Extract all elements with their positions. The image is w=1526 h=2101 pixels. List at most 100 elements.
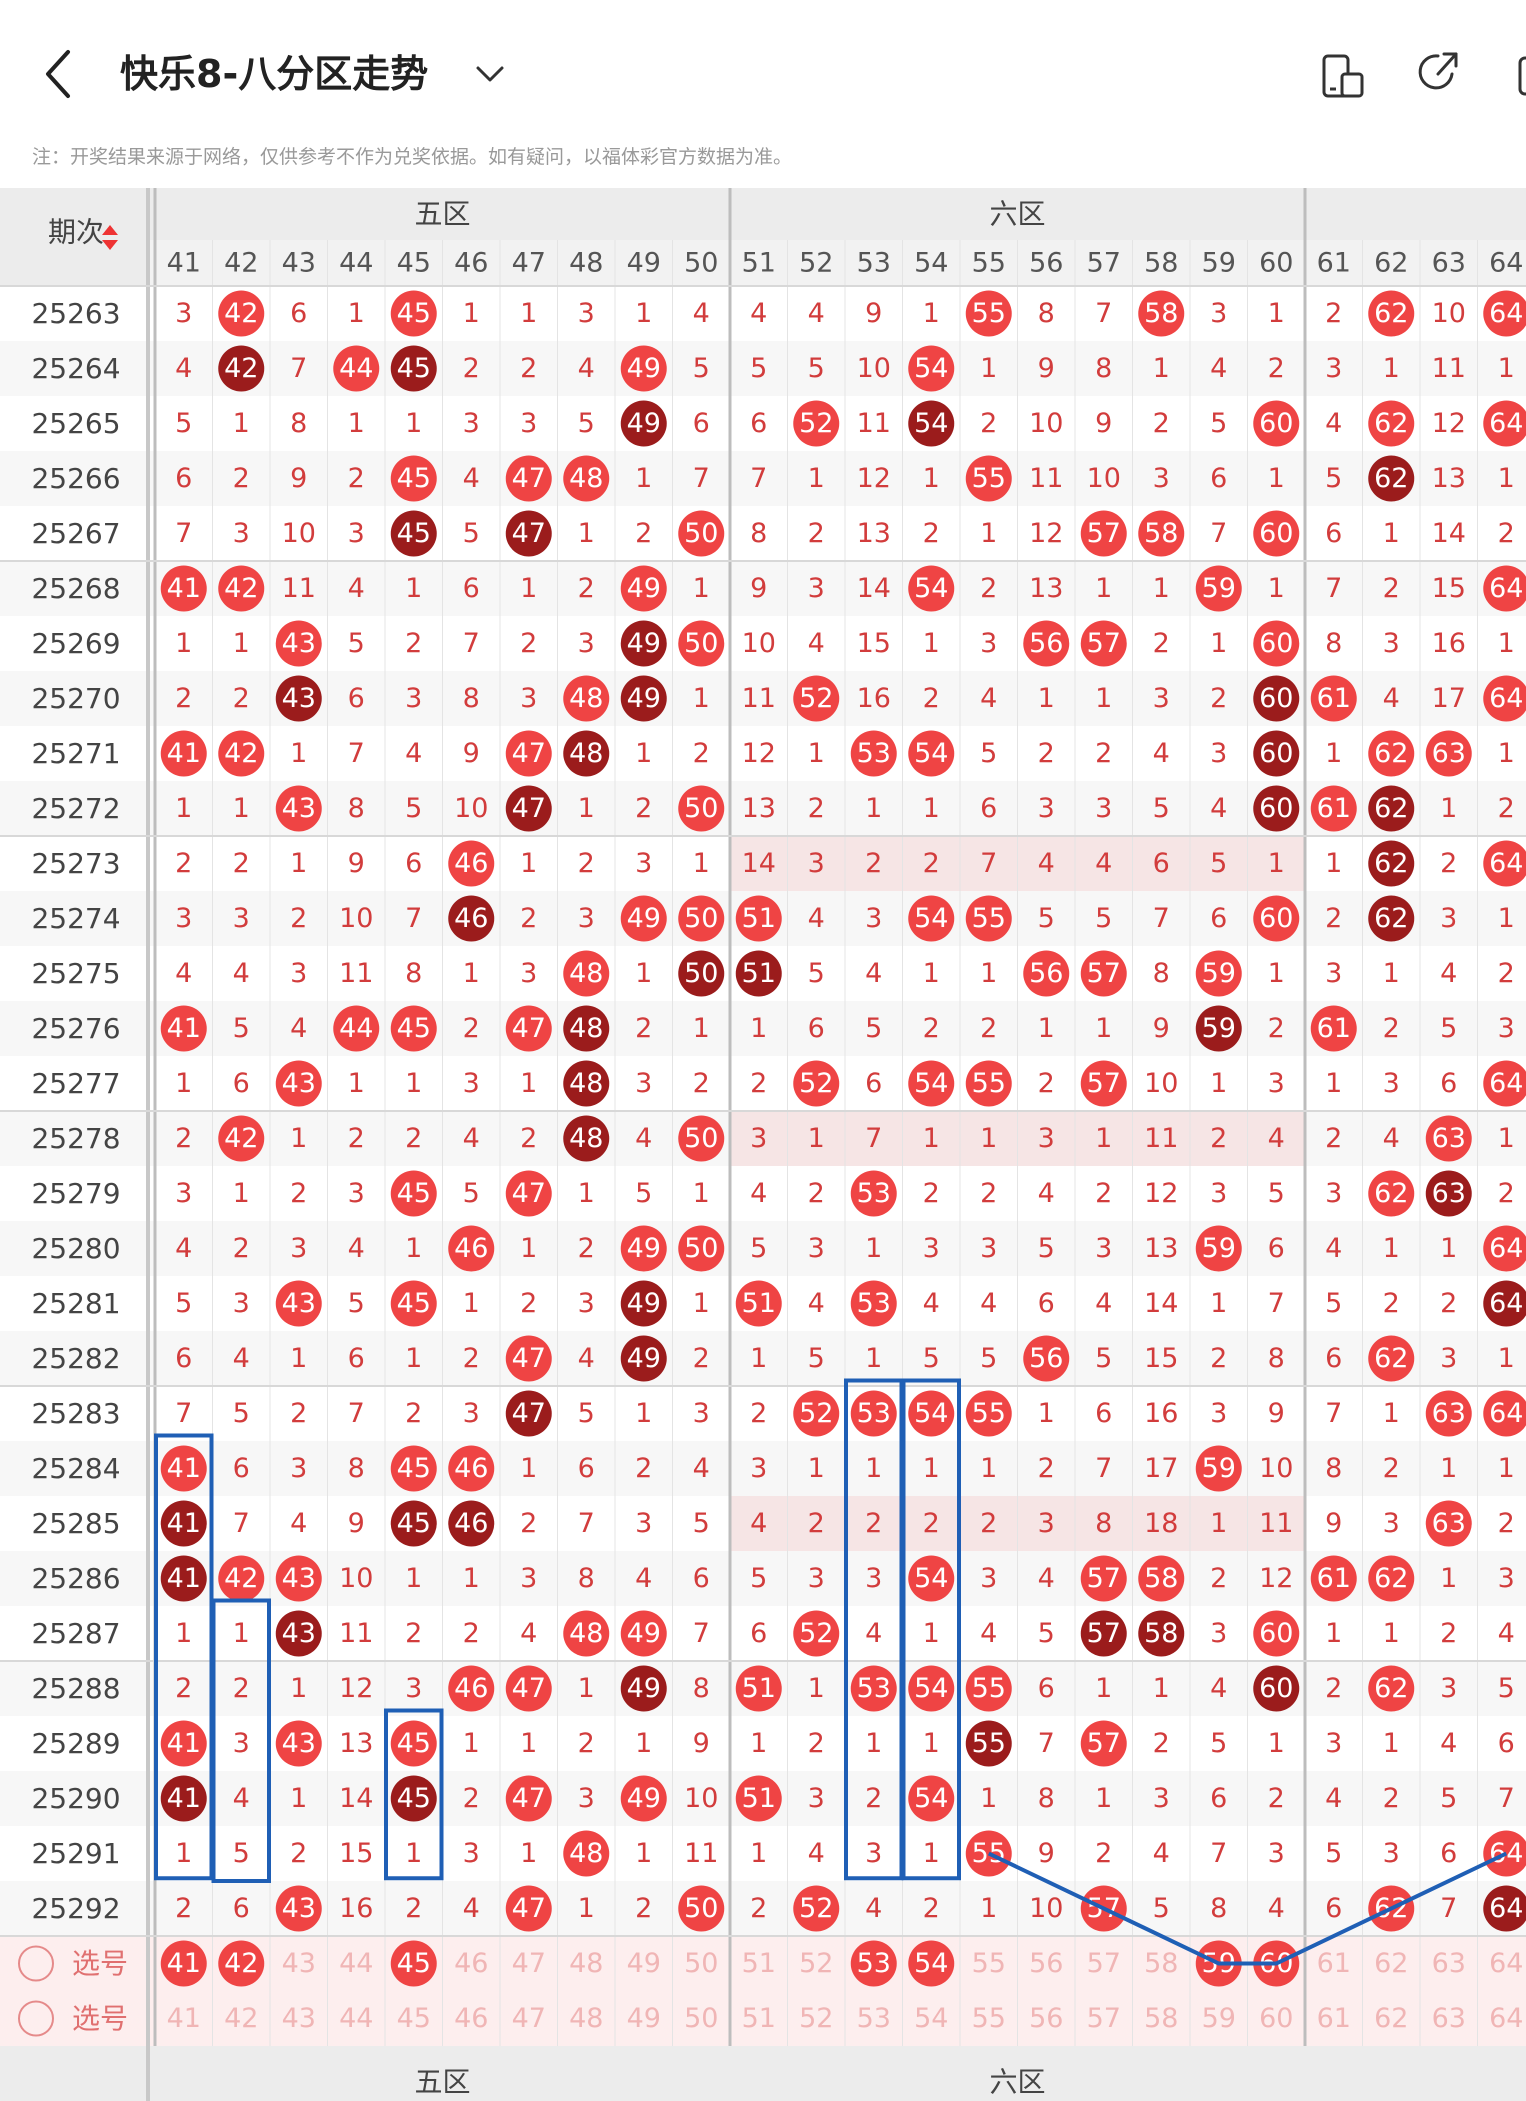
miss-count: 3 <box>808 848 825 879</box>
chevron-down-icon[interactable] <box>472 56 508 92</box>
miss-count: 10 <box>1432 298 1466 329</box>
miss-count: 12 <box>1432 408 1466 439</box>
miss-count: 7 <box>578 1508 595 1539</box>
miss-count: 3 <box>1153 1783 1170 1814</box>
hit-ball <box>218 730 265 777</box>
miss-count: 3 <box>233 903 250 934</box>
repeat-ball <box>620 675 667 722</box>
miss-count: 4 <box>865 1893 882 1924</box>
ball-number: 55 <box>972 298 1006 329</box>
hit-ball <box>1195 950 1242 997</box>
trend-line <box>987 1851 1508 1966</box>
miss-count: 4 <box>1440 958 1457 989</box>
hit-ball <box>505 730 552 777</box>
miss-count: 12 <box>339 1673 373 1704</box>
hit-ball <box>793 1610 840 1657</box>
sort-up-icon[interactable] <box>102 225 118 235</box>
miss-count: 2 <box>923 518 940 549</box>
miss-count: 2 <box>578 1233 595 1264</box>
hit-ball <box>908 345 955 392</box>
miss-count: 3 <box>808 1783 825 1814</box>
miss-count: 2 <box>1095 1178 1112 1209</box>
selected-ball[interactable] <box>390 1940 437 1987</box>
select-radio[interactable] <box>18 2000 54 2037</box>
miss-count: 3 <box>1325 958 1342 989</box>
miss-count: 7 <box>980 848 997 879</box>
hit-ball <box>275 1555 322 1602</box>
selected-ball[interactable] <box>218 1940 265 1987</box>
hit-ball <box>908 1665 955 1712</box>
miss-count: 1 <box>1095 1123 1112 1154</box>
column-header-60: 60 <box>1259 248 1293 279</box>
ball-number: 50 <box>684 1893 718 1924</box>
miss-count: 2 <box>405 1618 422 1649</box>
hit-ball <box>1253 1610 1300 1657</box>
miss-count: 2 <box>233 1673 250 1704</box>
back-arrow-icon[interactable] <box>40 44 80 104</box>
miss-count: 2 <box>520 628 537 659</box>
miss-count: 1 <box>635 298 652 329</box>
repeat-ball <box>505 510 552 557</box>
hit-ball <box>850 1665 897 1712</box>
hit-ball <box>908 730 955 777</box>
miss-count: 3 <box>923 1233 940 1264</box>
miss-count: 1 <box>808 1453 825 1484</box>
miss-count: 1 <box>923 1123 940 1154</box>
ball-number: 51 <box>742 1288 776 1319</box>
ball-number: 44 <box>339 1013 373 1044</box>
miss-count: 3 <box>1210 1398 1227 1429</box>
miss-count: 4 <box>750 1178 767 1209</box>
ball-number: 43 <box>282 628 316 659</box>
miss-count: 5 <box>808 1343 825 1374</box>
miss-count: 1 <box>865 793 882 824</box>
ball-number: 42 <box>224 353 258 384</box>
miss-count: 4 <box>1268 1123 1285 1154</box>
miss-count: 2 <box>1268 353 1285 384</box>
select-radio[interactable] <box>18 1945 54 1982</box>
disclaimer-note: 注：开奖结果来源于网络，仅供参考不作为兑奖依据。如有疑问，以福体彩官方数据为准。 <box>32 146 793 168</box>
ball-number: 62 <box>1374 463 1408 494</box>
more-icon[interactable] <box>1508 52 1526 100</box>
hit-ball <box>160 1445 207 1492</box>
sort-down-icon[interactable] <box>102 240 118 250</box>
miss-count: 8 <box>1038 298 1055 329</box>
miss-count: 2 <box>1325 903 1342 934</box>
select-number: 50 <box>684 1948 718 1979</box>
miss-count: 1 <box>750 1838 767 1869</box>
column-header-52: 52 <box>799 248 833 279</box>
miss-count: 1 <box>290 738 307 769</box>
miss-count: 5 <box>1210 1728 1227 1759</box>
miss-count: 2 <box>578 573 595 604</box>
miss-count: 2 <box>1153 1728 1170 1759</box>
hit-ball <box>678 1115 725 1162</box>
miss-count: 8 <box>693 1673 710 1704</box>
selected-ball[interactable] <box>908 1940 955 1987</box>
miss-count: 3 <box>175 298 192 329</box>
miss-count: 10 <box>339 903 373 934</box>
miss-count: 4 <box>808 903 825 934</box>
row-stripe <box>0 1441 1526 1496</box>
select-number: 64 <box>1489 1948 1523 1979</box>
selected-ball[interactable] <box>160 1940 207 1987</box>
miss-count: 1 <box>290 1343 307 1374</box>
miss-count: 5 <box>1210 408 1227 439</box>
miss-count: 11 <box>282 573 316 604</box>
selected-ball[interactable] <box>850 1940 897 1987</box>
hit-ball <box>850 1280 897 1327</box>
hit-ball <box>850 1170 897 1217</box>
miss-count: 7 <box>1268 1288 1285 1319</box>
select-number: 59 <box>1202 2003 1236 2034</box>
miss-count: 6 <box>1153 848 1170 879</box>
miss-count: 1 <box>923 1838 940 1869</box>
miss-count: 7 <box>348 1398 365 1429</box>
miss-count: 5 <box>1325 1838 1342 1869</box>
miss-count: 12 <box>1144 1178 1178 1209</box>
rotate-screen-icon[interactable] <box>1318 52 1366 100</box>
share-icon[interactable] <box>1414 48 1462 96</box>
ball-number: 41 <box>167 1453 201 1484</box>
ball-number: 46 <box>454 1673 488 1704</box>
miss-count: 4 <box>1325 1233 1342 1264</box>
hit-ball <box>735 1775 782 1822</box>
miss-count: 1 <box>175 793 192 824</box>
select-number: 43 <box>282 2003 316 2034</box>
